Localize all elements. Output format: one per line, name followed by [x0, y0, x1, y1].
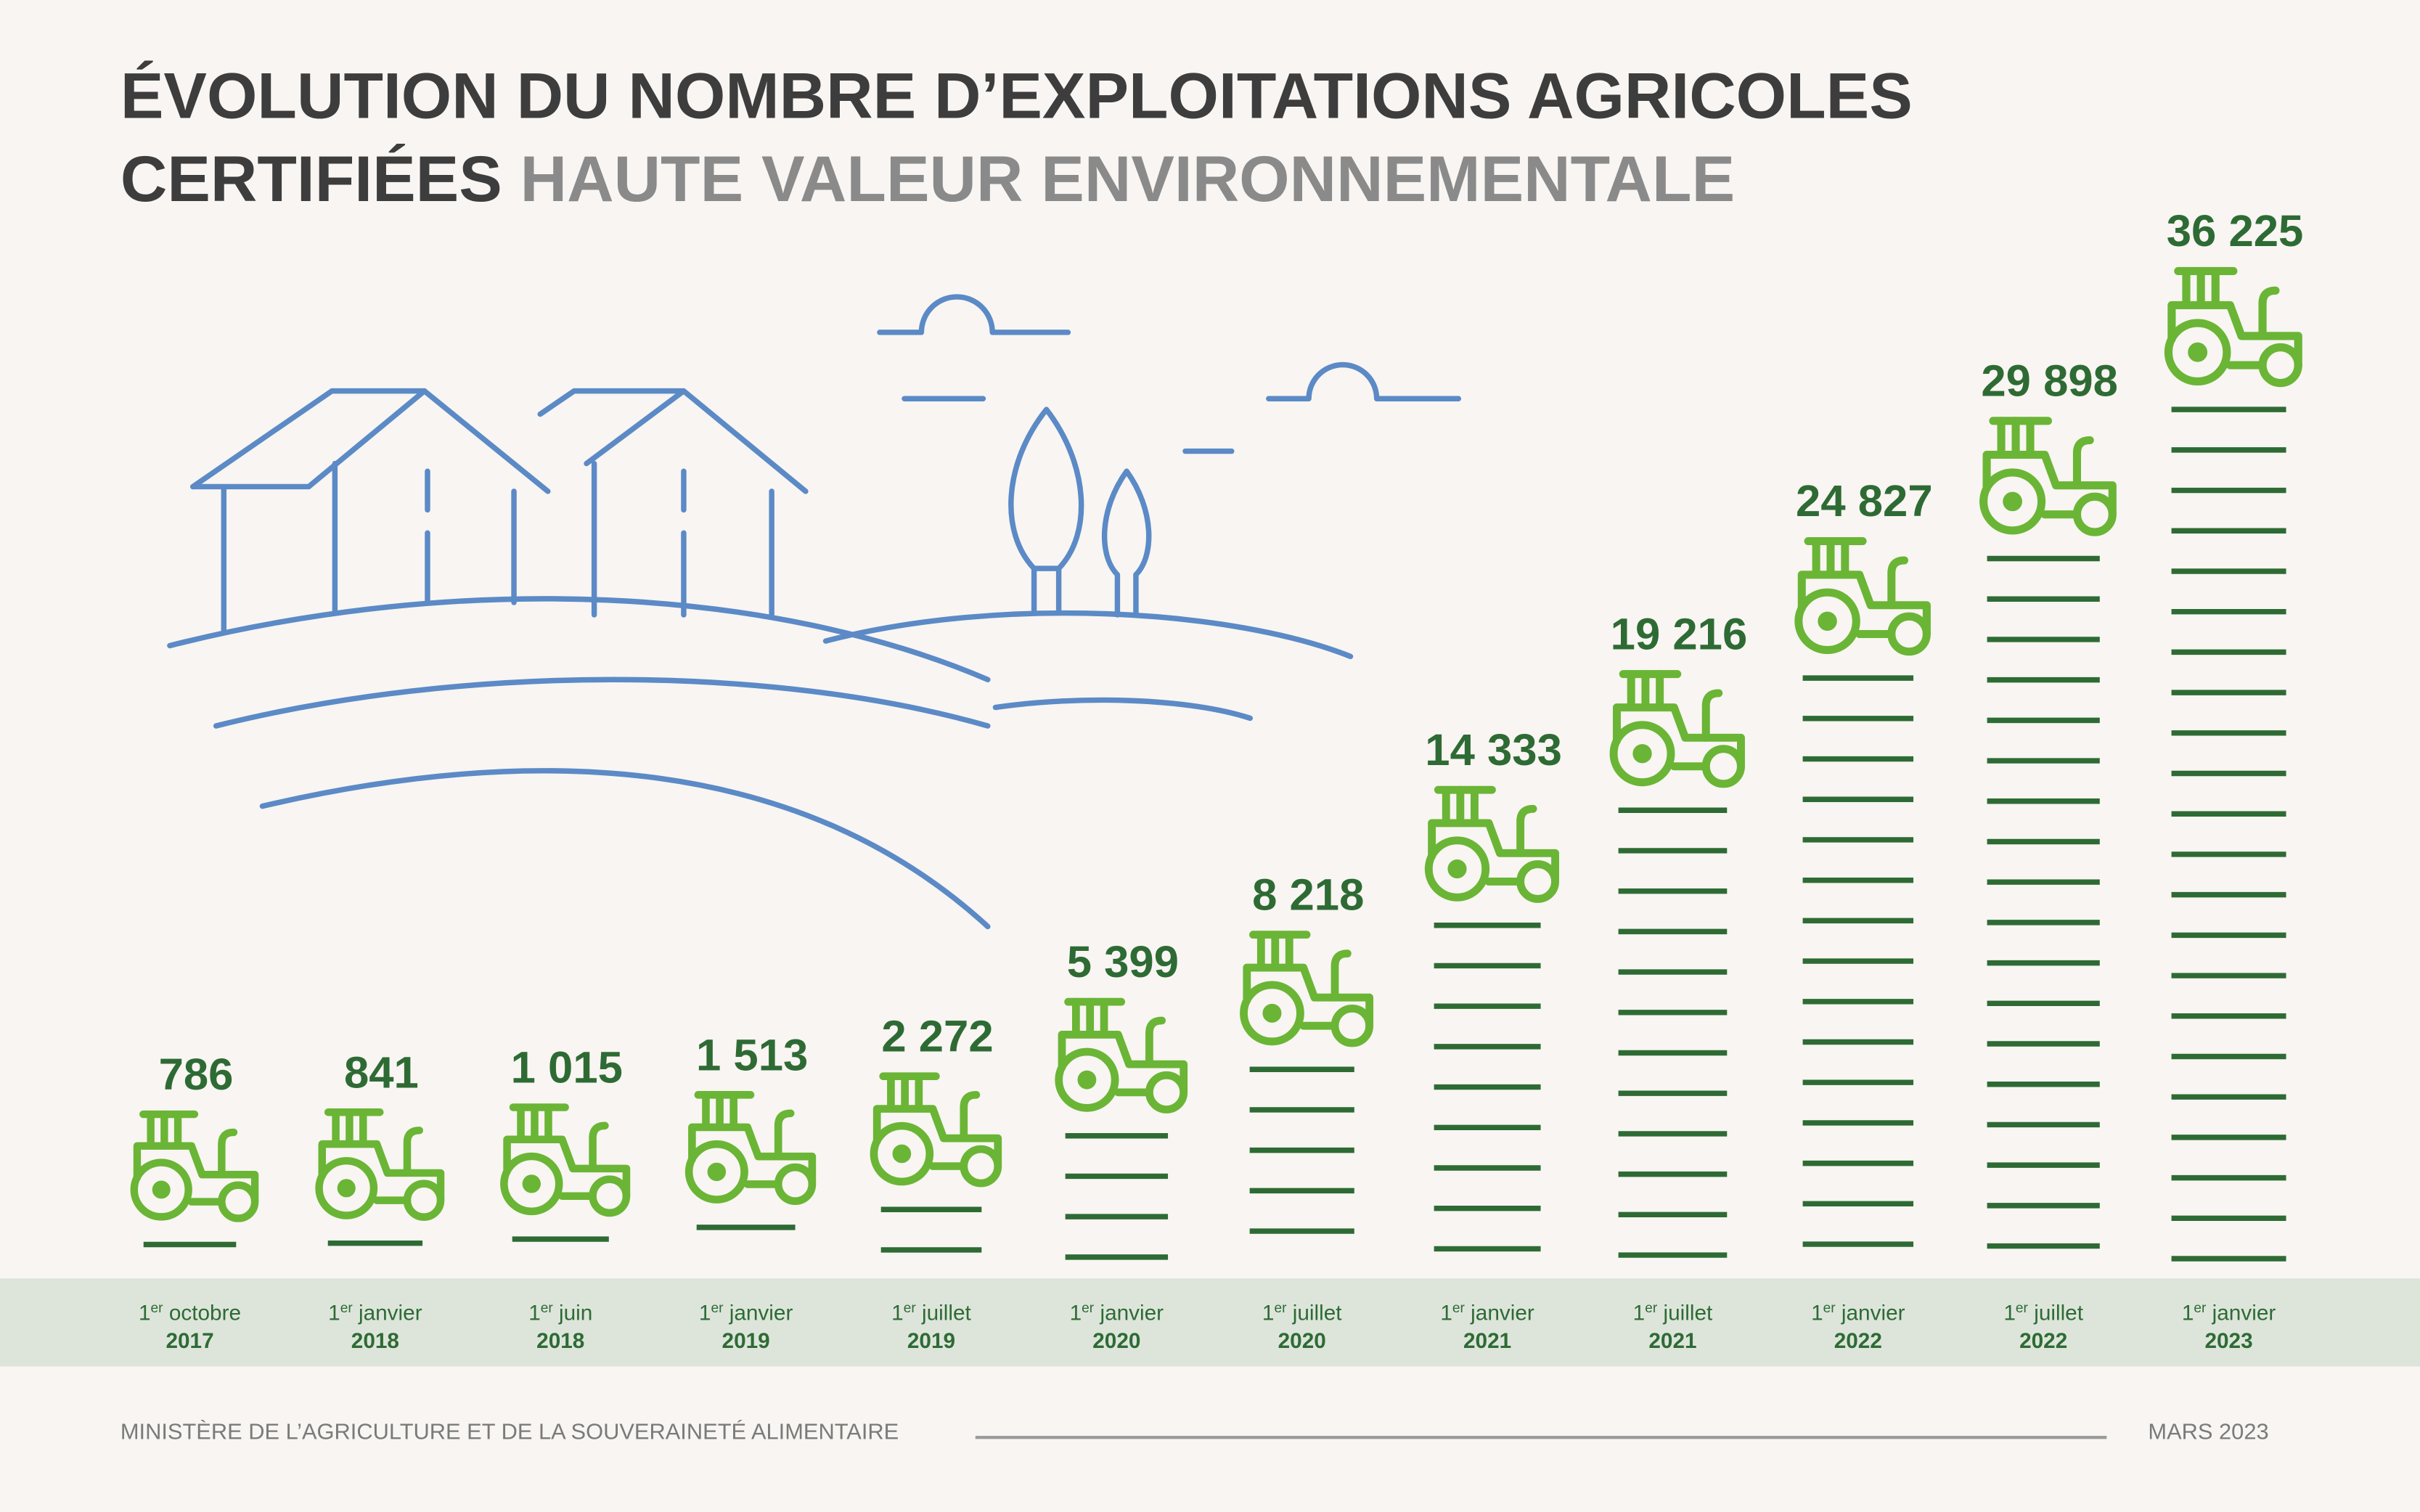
x-tick-label: 1er juillet	[2003, 1301, 2083, 1325]
x-tick-label: 1er janvier	[2182, 1301, 2276, 1325]
bar	[1618, 807, 1728, 1258]
bar	[1065, 1133, 1169, 1260]
x-tick-year: 2021	[1463, 1329, 1511, 1353]
x-tick-year: 2022	[2019, 1329, 2067, 1353]
x-tick-label: 1er juin	[528, 1301, 592, 1325]
x-tick-year: 2022	[1834, 1329, 1882, 1353]
subtitle: HAUTE VALEUR ENVIRONNEMENTALE	[520, 142, 1736, 215]
x-tick-label: 1er octobre	[139, 1301, 241, 1325]
bar	[1434, 923, 1541, 1252]
x-tick-year: 2021	[1648, 1329, 1696, 1353]
x-tick-year: 2017	[165, 1329, 213, 1353]
title: CERTIFIÉES	[120, 142, 502, 215]
bar	[1249, 1066, 1354, 1234]
value-label: 1 513	[696, 1030, 808, 1080]
bar	[2171, 406, 2286, 1262]
x-tick-year: 2023	[2204, 1329, 2252, 1353]
x-tick-label: 1er janvier	[1070, 1301, 1164, 1325]
value-label: 8 218	[1252, 870, 1364, 920]
value-label: 1 015	[511, 1043, 623, 1093]
value-label: 2 272	[881, 1012, 993, 1062]
date-band	[0, 1278, 2420, 1367]
x-tick-year: 2020	[1092, 1329, 1140, 1353]
x-tick-label: 1er janvier	[1811, 1301, 1905, 1325]
landscape-illustration	[167, 294, 1462, 930]
bar	[1802, 675, 1914, 1247]
x-tick-label: 1er janvier	[1440, 1301, 1534, 1325]
value-label: 786	[159, 1050, 234, 1100]
value-label: 36 225	[2167, 206, 2304, 256]
bar	[880, 1206, 982, 1253]
value-label: 5 399	[1067, 937, 1179, 987]
x-tick-label: 1er juillet	[891, 1301, 971, 1325]
x-tick-year: 2018	[536, 1329, 584, 1353]
date: MARS 2023	[2148, 1418, 2268, 1444]
title: ÉVOLUTION DU NOMBRE D’EXPLOITATIONS AGRI…	[120, 59, 1913, 131]
value-label: 14 333	[1425, 725, 1562, 775]
bar	[1987, 555, 2100, 1249]
x-tick-year: 2019	[907, 1329, 955, 1353]
value-label: 841	[344, 1047, 419, 1098]
x-tick-year: 2018	[351, 1329, 399, 1353]
x-tick-label: 1er janvier	[328, 1301, 422, 1325]
value-label: 29 898	[1981, 356, 2118, 406]
x-tick-year: 2020	[1278, 1329, 1326, 1353]
x-tick-label: 1er juillet	[1262, 1301, 1342, 1325]
source: MINISTÈRE DE L’AGRICULTURE ET DE LA SOUV…	[120, 1418, 899, 1444]
value-label: 19 216	[1611, 609, 1748, 659]
title: CERTIFIÉES HAUTE VALEUR ENVIRONNEMENTALE	[120, 142, 1735, 215]
x-tick-label: 1er juillet	[1633, 1301, 1713, 1325]
x-tick-label: 1er janvier	[699, 1301, 793, 1325]
x-tick-year: 2019	[722, 1329, 770, 1353]
value-label: 24 827	[1796, 476, 1933, 526]
